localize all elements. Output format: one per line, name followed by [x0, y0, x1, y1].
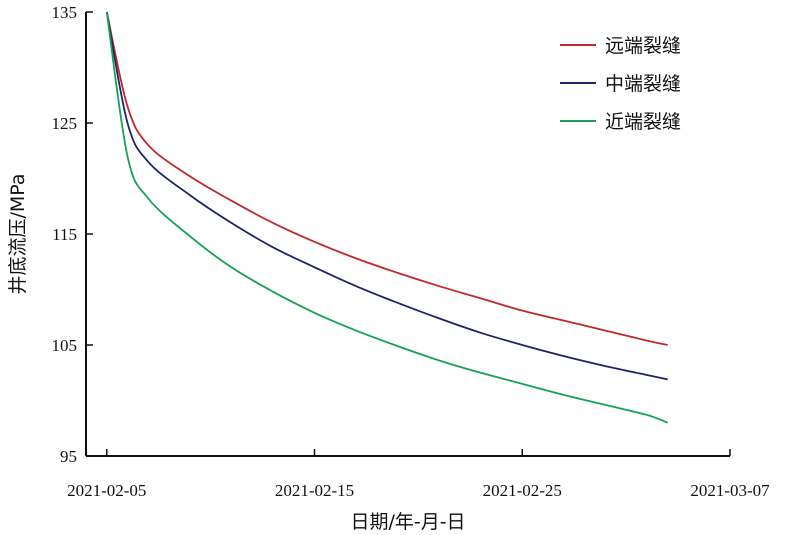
y-tick-label: 125 [52, 114, 78, 133]
y-tick-label: 105 [52, 336, 78, 355]
y-axis-title: 井底流压/MPa [7, 173, 29, 294]
x-tick-label: 2021-02-05 [67, 481, 146, 500]
tick-layer: 95 105 115 125 135 2021-02-05 2021-02-15 2021-0… [52, 3, 771, 500]
series-line-3 [105, 11, 669, 424]
x-axis-title: 日期/年-月-日 [350, 511, 465, 533]
x-tick-label: 2021-02-15 [275, 481, 354, 500]
series-line-1 [105, 11, 668, 346]
y-tick-label: 115 [52, 225, 77, 244]
series-line-2 [105, 11, 668, 381]
y-tick-label: 135 [52, 3, 78, 22]
x-tick-label: 2021-02-25 [483, 481, 562, 500]
y-tick-label: 95 [60, 447, 77, 466]
legend-label: 远端裂缝 [605, 35, 681, 57]
legend-label: 中端裂缝 [605, 73, 681, 95]
series-layer [105, 11, 669, 424]
legend-label: 近端裂缝 [605, 111, 681, 133]
x-tick-label: 2021-03-07 [690, 481, 770, 500]
